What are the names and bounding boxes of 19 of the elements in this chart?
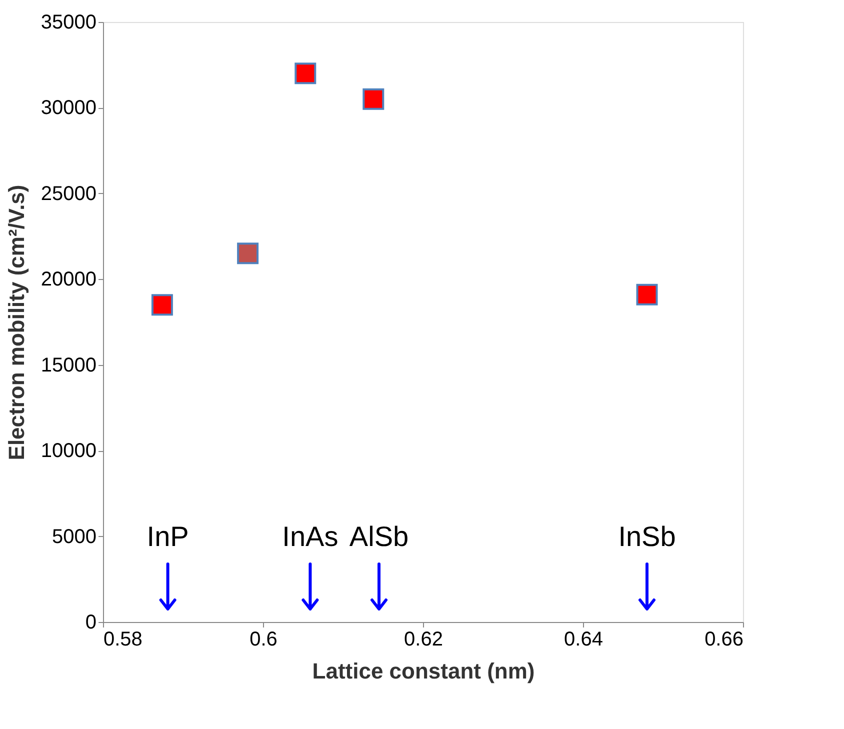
ref-line-label: InAs [282,521,338,552]
x-tick-label: 0.64 [564,628,603,650]
y-tick-label: 35000 [40,12,96,34]
x-tick-label: 0.6 [250,628,278,650]
y-tick-label: 5000 [52,526,96,548]
y-tick-label: 25000 [40,182,96,205]
x-tick-label: 0.66 [704,628,744,650]
ref-line-label: InSb [618,521,676,552]
y-tick-label: 0 [85,612,96,634]
y-tick-label: 10000 [40,440,96,462]
ref-line-label: AlSb [349,521,409,552]
ref-line-label: InP [146,521,189,552]
y-tick-label: 15000 [40,354,96,376]
x-tick-label: 0.58 [104,628,142,650]
x-tick-label: 0.62 [404,628,443,650]
y-tick-label: 30000 [40,97,96,120]
x-axis-title: Lattice constant (nm) [312,658,535,684]
y-tick-label: 20000 [40,268,96,291]
y-axis-title: Electron mobility (cm²/V.s) [4,184,29,460]
